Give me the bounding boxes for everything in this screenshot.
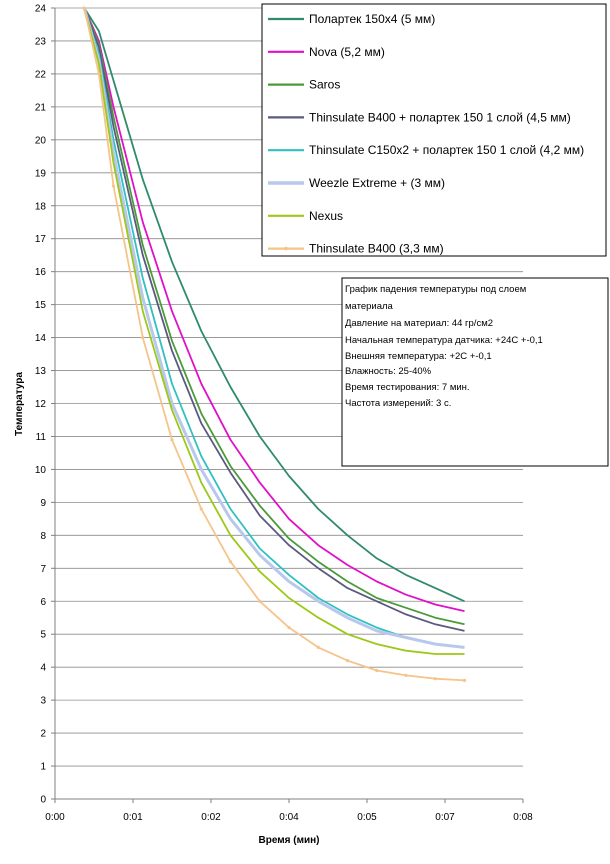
y-tick-label: 15 xyxy=(35,300,47,311)
annotation-line: Начальная температура датчика: +24С +-0,… xyxy=(345,335,543,346)
x-tick-label: 0:04 xyxy=(279,812,299,823)
x-tick-label: 0:08 xyxy=(513,812,533,823)
y-tick-label: 13 xyxy=(35,366,47,377)
x-tick-label: 0:05 xyxy=(357,812,377,823)
series-marker xyxy=(287,626,291,630)
annotation-line: Время тестирования: 7 мин. xyxy=(345,382,470,393)
x-tick-label: 0:07 xyxy=(435,812,455,823)
legend-label: Thinsulate С150х2 + полартек 150 1 слой … xyxy=(309,143,584,157)
series-marker xyxy=(170,438,174,442)
y-tick-label: 2 xyxy=(40,729,46,740)
series-marker xyxy=(345,658,350,663)
annotation-line: Давление на материал: 44 гр/см2 xyxy=(345,318,493,329)
legend-label: Thinsulate В400 + полартек 150 1 слой (4… xyxy=(309,110,571,124)
legend-label: Полартек 150х4 (5 мм) xyxy=(309,12,435,26)
y-tick-label: 24 xyxy=(35,4,47,15)
y-tick-label: 20 xyxy=(35,135,47,146)
series-marker xyxy=(141,335,145,340)
annotation-box: График падения температуры под слоем мат… xyxy=(341,277,609,467)
series-line xyxy=(83,7,465,612)
y-tick-label: 16 xyxy=(35,267,47,278)
legend-box xyxy=(261,3,607,257)
x-tick-labels: 0:00 0:01 0:02 0:04 0:05 0:07 0:08 xyxy=(45,799,533,823)
series-marker xyxy=(199,507,203,511)
annotation-line: Внешняя температура: +2С +-0,1 xyxy=(345,351,492,362)
legend-label: Nova (5,2 мм) xyxy=(309,45,385,59)
y-tick-label: 17 xyxy=(35,234,47,245)
y-tick-label: 0 xyxy=(40,795,46,806)
x-tick-label: 0:01 xyxy=(123,812,143,823)
series-marker xyxy=(82,6,86,10)
y-tick-label: 1 xyxy=(40,762,46,773)
series-line xyxy=(83,7,465,603)
series-marker xyxy=(433,677,437,681)
y-tick-label: 22 xyxy=(35,69,47,80)
legend-label: Nexus xyxy=(309,209,343,223)
legend-label: Saros xyxy=(309,78,340,92)
series-line xyxy=(83,7,465,626)
y-axis-title: Температура xyxy=(14,372,25,436)
y-tick-label: 9 xyxy=(40,498,46,509)
series-line xyxy=(83,7,465,655)
legend-marker xyxy=(284,246,288,251)
y-tick-label: 10 xyxy=(35,465,47,476)
y-tick-label: 23 xyxy=(35,36,47,47)
y-tick-label: 6 xyxy=(40,597,46,608)
series-lines xyxy=(82,6,467,682)
y-tick-label: 14 xyxy=(35,333,47,344)
series-marker xyxy=(258,599,262,603)
y-tick-label: 21 xyxy=(35,102,47,113)
series-marker xyxy=(462,678,467,682)
annotation-line: материала xyxy=(345,301,394,312)
annotation-line: Влажность: 25-40% xyxy=(345,366,432,377)
series-line xyxy=(82,7,465,649)
legend-label: Weezle Extreme + (3 мм) xyxy=(309,176,445,190)
y-tick-label: 4 xyxy=(40,663,46,674)
x-tick-label: 0:02 xyxy=(201,812,221,823)
y-tick-label: 8 xyxy=(40,531,46,542)
series-marker xyxy=(111,184,116,188)
annotation-line: Частота измерений: 3 с. xyxy=(345,398,451,409)
series-marker xyxy=(404,673,408,678)
legend: Полартек 150х4 (5 мм) Nova (5,2 мм) Saros T… xyxy=(261,3,607,257)
x-axis-title: Время (мин) xyxy=(258,835,319,846)
series-marker xyxy=(97,72,101,76)
y-tick-label: 19 xyxy=(35,168,47,179)
y-tick-label: 3 xyxy=(40,696,46,707)
x-tick-label: 0:00 xyxy=(45,812,65,823)
y-tick-label: 18 xyxy=(35,201,47,212)
annotation-line: График падения температуры под слоем xyxy=(345,284,526,295)
series-line xyxy=(83,7,465,632)
legend-label: Thinsulate В400 (3,3 мм) xyxy=(309,242,444,256)
y-tick-label: 5 xyxy=(40,630,46,641)
series-marker xyxy=(316,645,320,649)
annotation-frame xyxy=(341,277,609,467)
y-tick-label: 12 xyxy=(35,399,47,410)
y-tick-label: 11 xyxy=(36,432,47,443)
series-marker xyxy=(375,668,379,673)
series-marker xyxy=(228,560,233,564)
y-tick-label: 7 xyxy=(40,564,46,575)
